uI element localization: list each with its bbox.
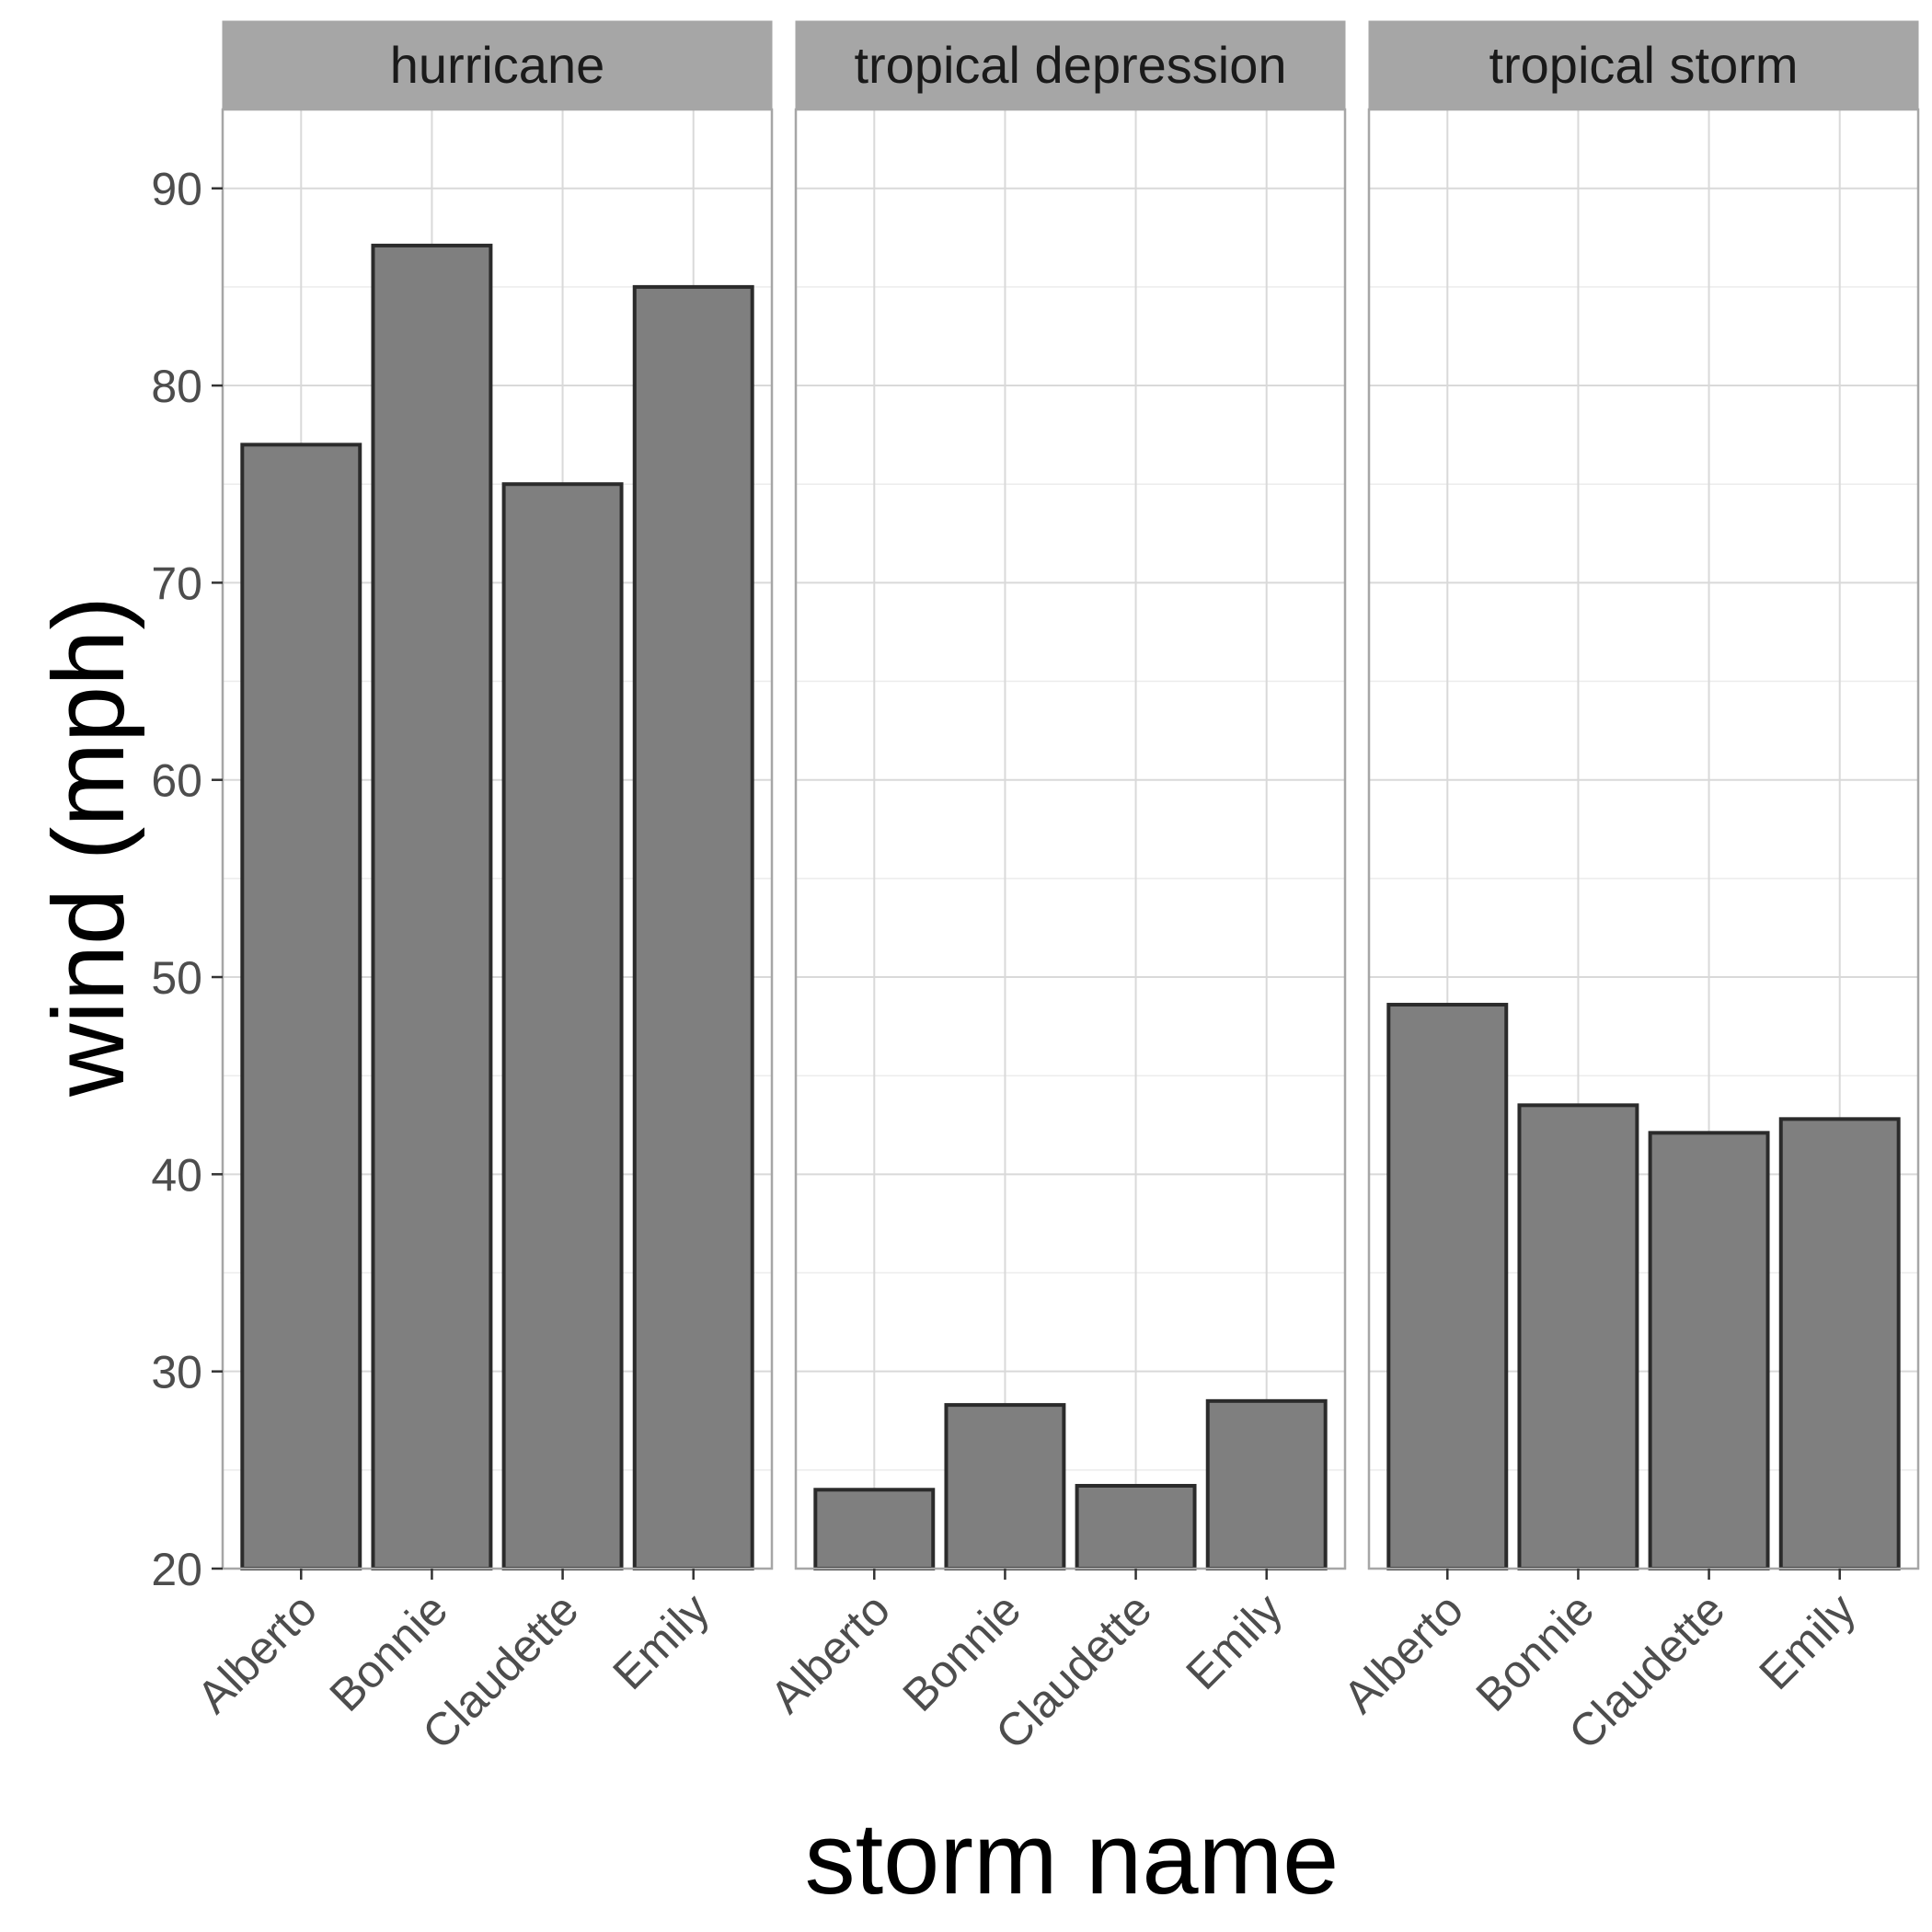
x-tick-label: Alberto [1333, 1583, 1473, 1723]
y-axis-title: wind (mph) [32, 596, 145, 1098]
bar [501, 482, 624, 1570]
bar [1205, 1398, 1328, 1571]
bar [944, 1403, 1066, 1571]
facet-strip-label: tropical depression [854, 36, 1286, 94]
y-tick-label: 20 [151, 1544, 202, 1595]
bar [371, 243, 493, 1570]
y-tick-label: 70 [151, 558, 202, 609]
y-tick-label: 90 [151, 164, 202, 215]
y-tick-label: 30 [151, 1347, 202, 1398]
x-tick-label: Alberto [760, 1583, 900, 1723]
bar [632, 284, 754, 1571]
x-tick-label: Alberto [187, 1583, 327, 1723]
y-axis: 20 30 40 50 60 70 80 90 [151, 164, 223, 1595]
x-tick-label: Emily [1749, 1583, 1865, 1699]
x-tick-label: Emily [1176, 1583, 1292, 1699]
bar [1075, 1483, 1197, 1570]
y-tick-label: 40 [151, 1149, 202, 1201]
facet-strip-label: tropical storm [1489, 36, 1798, 94]
x-axis-title: storm name [805, 1802, 1340, 1915]
y-tick-label: 50 [151, 952, 202, 1004]
facet-strip [795, 20, 1346, 110]
bar [1386, 1003, 1509, 1571]
panel-border [794, 108, 1347, 1570]
y-tick-label: 60 [151, 755, 202, 807]
facet-panel: tropical depressionAlbertoBonnieClaudett… [760, 20, 1347, 1759]
facet-strip-label: hurricane [390, 36, 604, 94]
bar [240, 443, 362, 1571]
facet-strip [222, 20, 773, 110]
facet-strip [1368, 20, 1919, 110]
bar [1778, 1117, 1901, 1571]
bar [813, 1488, 936, 1570]
bar [1517, 1103, 1639, 1571]
x-tick-label: Emily [603, 1583, 719, 1699]
bar [1648, 1131, 1770, 1571]
y-tick-label: 80 [151, 361, 202, 412]
